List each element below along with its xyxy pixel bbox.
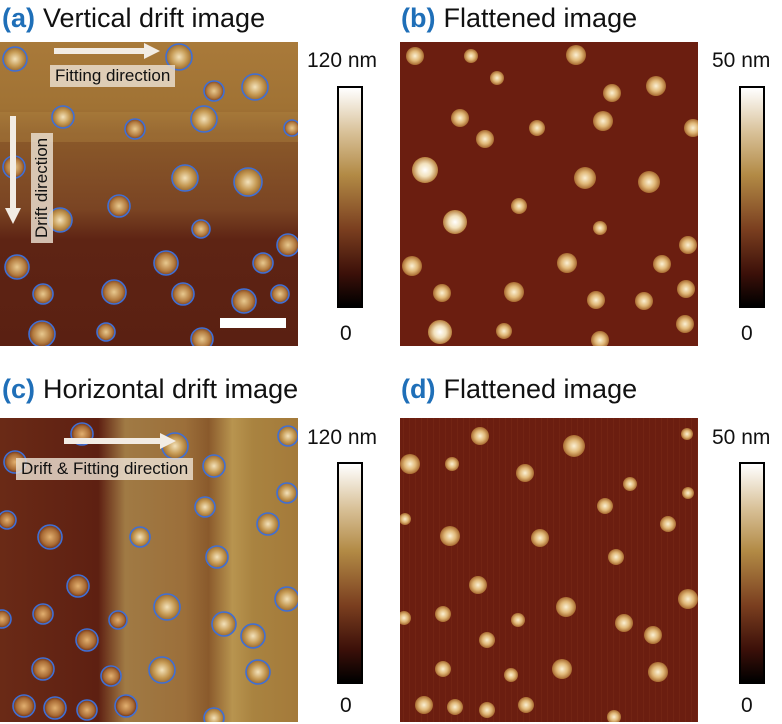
panel-d-title-text: Flattened image	[443, 374, 638, 404]
drift-fitting-direction-arrow	[64, 433, 176, 449]
drift-direction-label: Drift direction	[31, 132, 53, 243]
colorbar-c-max: 120 nm	[307, 426, 378, 449]
fitting-direction-arrow	[54, 43, 160, 59]
flattened-image-d	[400, 418, 698, 722]
panel-b-label: (b)	[401, 3, 436, 33]
colorbar-c	[337, 462, 363, 684]
colorbar-d-max: 50 nm	[712, 426, 771, 449]
panel-d-label: (d)	[401, 374, 436, 404]
flattened-image-d-svg	[400, 418, 698, 722]
colorbar-d-min: 0	[741, 694, 753, 717]
panel-a-label: (a)	[2, 3, 35, 33]
panel-c-title: (c) Horizontal drift image	[2, 373, 298, 405]
flattened-image-b-svg	[400, 42, 698, 346]
drift-direction-arrow	[5, 116, 21, 224]
colorbar-b	[739, 86, 765, 308]
scale-bar	[220, 318, 286, 328]
panel-c-title-text: Horizontal drift image	[43, 374, 299, 404]
colorbar-b-max: 50 nm	[712, 49, 771, 72]
panel-b-title-text: Flattened image	[443, 3, 638, 33]
flattened-image-b	[400, 42, 698, 346]
colorbar-a-min: 0	[340, 322, 352, 345]
colorbar-c-min: 0	[340, 694, 352, 717]
colorbar-a	[337, 86, 363, 308]
panel-b-title: (b) Flattened image	[401, 2, 637, 34]
fitting-direction-label: Fitting direction	[50, 65, 176, 87]
panel-c-label: (c)	[2, 374, 35, 404]
colorbar-a-max: 120 nm	[307, 49, 378, 72]
panel-a-title-text: Vertical drift image	[43, 3, 266, 33]
panel-a-title: (a) Vertical drift image	[2, 2, 265, 34]
drift-fitting-direction-label: Drift & Fitting direction	[16, 458, 194, 480]
colorbar-d	[739, 462, 765, 684]
panel-d-title: (d) Flattened image	[401, 373, 637, 405]
colorbar-b-min: 0	[741, 322, 753, 345]
